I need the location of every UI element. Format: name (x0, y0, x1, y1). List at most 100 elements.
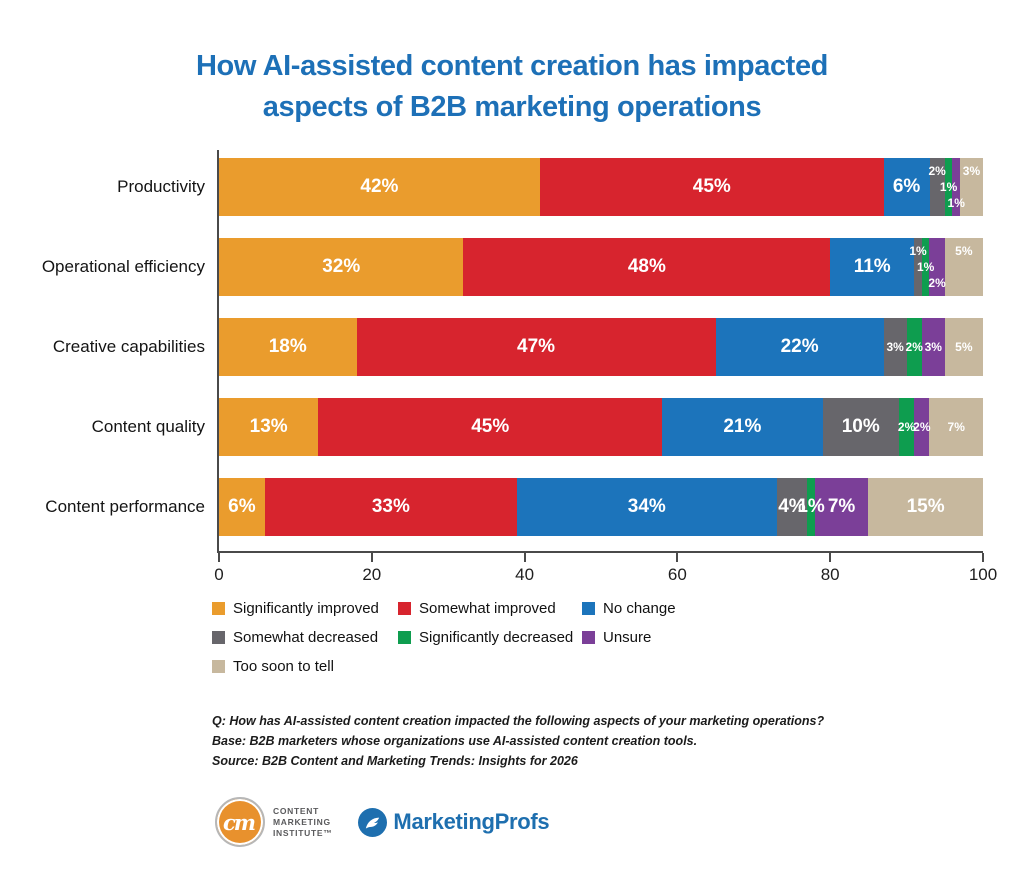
bar-segment-significantly-improved: 13% (219, 398, 319, 456)
legend-swatch (212, 631, 225, 644)
x-tick-mark (676, 553, 679, 562)
legend-swatch (582, 602, 595, 615)
cmi-logo-text-line1: CONTENT (273, 805, 319, 816)
bar-row: 6% 33% 34% 4% 1% 7% 15% (219, 478, 983, 536)
bar-segment-unsure: 1% (948, 158, 965, 216)
legend-swatch (212, 660, 225, 673)
x-tick-label: 40 (515, 565, 535, 584)
x-tick-mark (218, 553, 220, 562)
marketingprofs-logo-text: MarketingProfs (393, 809, 550, 834)
bar-value-label: 2% (897, 420, 916, 434)
cmi-monogram: cm (222, 809, 256, 835)
legend-item: Somewhat improved (398, 600, 582, 617)
bar-segment-significantly-decreased: 1% (917, 238, 934, 296)
bar-value-label: 6% (228, 496, 256, 517)
legend-label: Somewhat decreased (233, 629, 379, 646)
x-tick-label: 80 (820, 565, 840, 584)
chart-title-line1: How AI-assisted content creation has imp… (196, 50, 828, 82)
legend-swatch (398, 602, 411, 615)
bar-value-label: 5% (955, 340, 973, 354)
bar-value-label: 48% (627, 256, 666, 277)
bar-value-label: 4% (778, 496, 806, 517)
bar-segment-somewhat-improved: 45% (318, 398, 663, 456)
bar-value-label: 6% (892, 176, 921, 197)
bar-segment-no-change: 34% (516, 478, 777, 536)
bar-value-label: 1% (916, 260, 935, 274)
legend-item: Too soon to tell (212, 658, 398, 675)
bar-segment-unsure: 2% (928, 238, 946, 296)
bar-segment-too-soon-to-tell: 5% (944, 318, 983, 376)
bar-value-label: 34% (627, 496, 666, 517)
marketingprofs-bird-icon (358, 807, 388, 837)
stacked-bar-chart: Productivity Operational efficiency Creati… (0, 150, 1024, 620)
legend: Significantly improved Somewhat improved N… (212, 600, 792, 675)
cmi-logo: cm CONTENT MARKETING INSTITUTE™ (215, 797, 332, 847)
bar-value-label: 33% (371, 496, 410, 517)
bar-segment-significantly-improved: 6% (219, 478, 265, 536)
x-tick-mark (370, 553, 373, 562)
bar-segment-unsure: 3% (921, 318, 945, 376)
footnote-line: Q: How has AI-assisted content creation … (212, 714, 825, 728)
bar-segment-significantly-decreased: 1% (940, 158, 957, 216)
bar-segment-no-change: 21% (662, 398, 823, 456)
category-label: Operational efficiency (41, 257, 205, 276)
bar-segment-somewhat-decreased: 3% (883, 318, 907, 376)
bar-segment-somewhat-improved: 45% (539, 158, 884, 216)
x-tick-label: 60 (667, 565, 687, 584)
legend-label: Significantly decreased (419, 629, 574, 646)
bar-segment-too-soon-to-tell: 5% (944, 238, 983, 296)
legend-label: Unsure (603, 629, 652, 646)
bar-value-label: 18% (268, 336, 307, 357)
bar-segment-somewhat-improved: 48% (463, 238, 831, 296)
x-tick-label: 20 (362, 565, 382, 584)
bar-value-label: 10% (841, 416, 880, 437)
bar-segment-significantly-improved: 42% (219, 158, 540, 216)
bar-row: 42% 45% 6% 2% 1% 1% 3% (219, 158, 983, 216)
footnote-line: Base: B2B marketers whose organizations … (212, 734, 698, 748)
x-tick-mark (829, 553, 832, 562)
bar-value-label: 1% (909, 244, 927, 258)
x-tick-mark (523, 553, 526, 562)
bar-value-label: 22% (780, 336, 819, 357)
marketingprofs-logo: MarketingProfs (358, 807, 550, 837)
x-tick-mark (982, 553, 984, 562)
bar-value-label: 1% (797, 496, 825, 517)
category-label: Content quality (91, 417, 205, 436)
bar-value-label: 2% (913, 420, 931, 434)
bar-value-label: 3% (886, 340, 904, 354)
category-labels: Productivity Operational efficiency Creati… (0, 150, 205, 553)
legend-swatch (582, 631, 595, 644)
cmi-logo-text: CONTENT MARKETING INSTITUTE™ (273, 806, 332, 839)
bar-value-label: 3% (962, 164, 981, 178)
bar-segment-significantly-decreased: 2% (897, 398, 916, 456)
bar-segment-somewhat-decreased: 10% (822, 398, 899, 456)
bar-value-label: 45% (471, 416, 510, 437)
bar-segment-significantly-improved: 32% (219, 238, 464, 296)
bar-value-label: 7% (827, 496, 856, 517)
bar-segment-significantly-decreased: 1% (797, 478, 825, 536)
bar-value-label: 2% (905, 340, 923, 354)
cmi-logo-text-line3: INSTITUTE™ (273, 827, 333, 838)
bar-value-label: 2% (928, 164, 946, 178)
bar-segment-unsure: 7% (814, 478, 869, 536)
category-label: Content performance (45, 497, 205, 516)
bar-row: 13% 45% 21% 10% 2% 2% 7% (219, 398, 983, 456)
bar-value-label: 7% (947, 420, 965, 434)
bar-segment-unsure: 2% (913, 398, 931, 456)
legend-swatch (398, 631, 411, 644)
bar-value-label: 45% (692, 176, 731, 197)
legend-label: No change (603, 600, 676, 617)
bar-row: 18% 47% 22% 3% 2% 3% 5% (219, 318, 983, 376)
legend-item: Somewhat decreased (212, 629, 398, 646)
bar-segment-no-change: 11% (830, 238, 915, 296)
bar-value-label: 21% (723, 416, 762, 437)
bar-value-label: 2% (928, 276, 946, 290)
bar-value-label: 13% (249, 416, 288, 437)
plot-area: 42% 45% 6% 2% 1% 1% 3% 32% 48% 11% 1% 1% 2% 5% 18% 47% 2… (214, 150, 997, 584)
bar-segment-too-soon-to-tell: 15% (868, 478, 983, 536)
category-label: Creative capabilities (52, 337, 205, 356)
bar-value-label: 42% (360, 176, 399, 197)
legend-item: Unsure (582, 629, 792, 646)
bar-segment-somewhat-improved: 33% (264, 478, 517, 536)
